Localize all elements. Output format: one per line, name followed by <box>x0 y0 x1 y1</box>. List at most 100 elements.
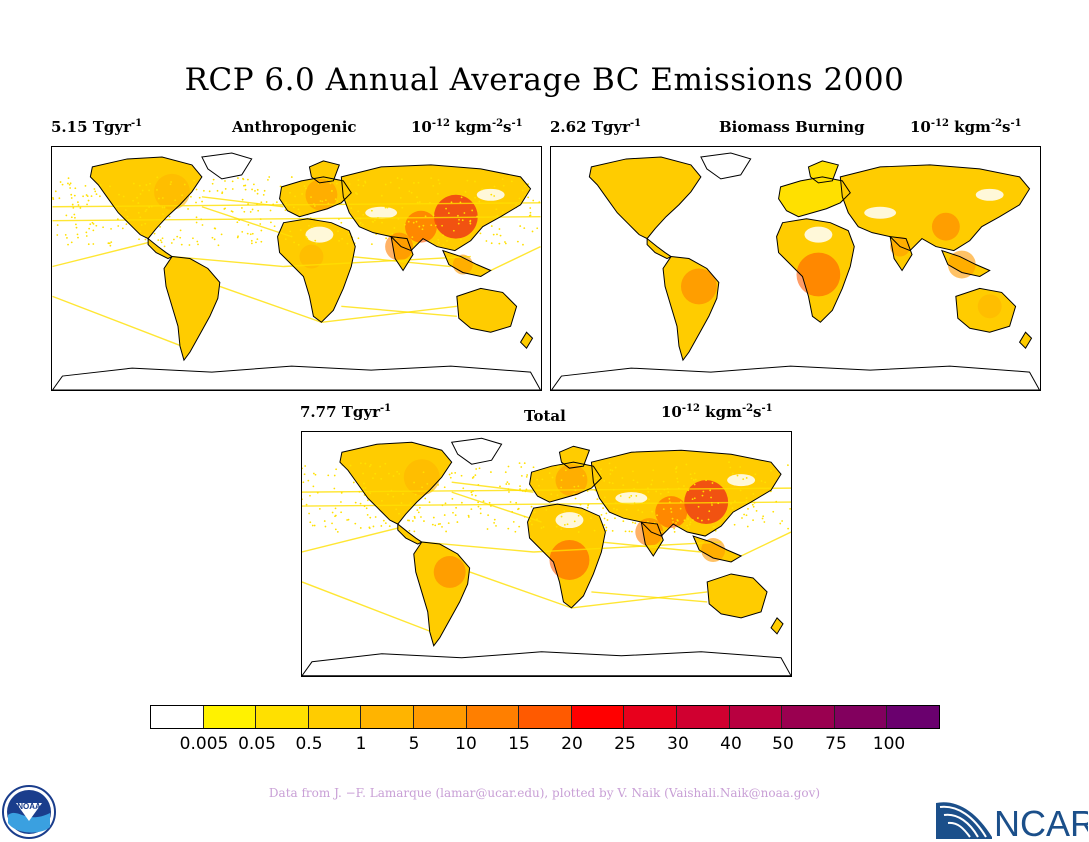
emission-region-asia <box>840 164 1030 251</box>
ocean-emission-dot <box>587 504 590 507</box>
coastline-camerica <box>147 237 174 260</box>
ocean-emission-dot <box>564 469 567 472</box>
ocean-emission-dot <box>441 224 443 227</box>
coastline-scandinavia <box>558 445 591 469</box>
ocean-emission-dot <box>340 511 343 514</box>
ocean-emission-dot <box>256 203 258 206</box>
coastline-australia <box>456 287 518 333</box>
ocean-emission-dot <box>250 242 253 245</box>
ocean-emission-dot <box>348 183 351 186</box>
ocean-emission-dot <box>495 208 498 211</box>
colorbar-box <box>519 706 572 728</box>
ocean-emission-dot <box>739 489 742 492</box>
ocean-emission-dot <box>736 474 739 477</box>
ocean-emission-dot <box>198 196 201 199</box>
ocean-emission-dot <box>340 221 343 224</box>
ocean-emission-dot <box>668 501 671 504</box>
ocean-emission-dot <box>357 210 360 213</box>
shipping-lane <box>601 541 702 553</box>
ocean-emission-dot <box>66 237 68 239</box>
ocean-emission-dot <box>574 497 577 500</box>
emission-region-africa <box>277 218 356 323</box>
shipping-lane <box>571 591 708 609</box>
ocean-emission-dot <box>396 470 399 473</box>
ocean-emission-dot <box>408 529 411 532</box>
ocean-emission-dot <box>689 523 691 526</box>
ocean-emission-dot <box>216 189 219 192</box>
ocean-emission-dot <box>74 187 77 190</box>
coastline-africa <box>776 218 855 323</box>
ocean-emission-dot <box>398 187 401 189</box>
ocean-emission-dot <box>69 187 72 189</box>
ocean-emission-dot <box>424 497 427 500</box>
ocean-emission-dot <box>452 511 454 514</box>
ocean-emission-dot <box>416 201 419 204</box>
ocean-emission-dot <box>108 242 111 245</box>
ocean-emission-dot <box>409 502 412 505</box>
ocean-emission-dot <box>753 501 756 504</box>
ocean-emission-dot <box>365 507 368 510</box>
coastline-africa <box>277 218 356 323</box>
ocean-emission-dot <box>236 221 239 224</box>
ocean-emission-dot <box>655 490 658 493</box>
ocean-emission-dot <box>256 192 259 195</box>
ocean-emission-dot <box>504 471 507 474</box>
ocean-emission-dot <box>187 208 189 210</box>
coastline-camerica <box>397 523 423 545</box>
shipping-lane <box>302 527 398 553</box>
ocean-emission-dot <box>139 230 142 233</box>
ocean-emission-dot <box>471 493 473 496</box>
ocean-emission-dot <box>370 243 373 245</box>
ocean-emission-dot <box>557 465 560 468</box>
ocean-emission-dot <box>388 472 390 475</box>
ocean-emission-dot <box>622 484 625 487</box>
colorbar <box>150 705 940 729</box>
ocean-emission-dot <box>482 500 485 503</box>
ocean-emission-dot <box>99 195 101 198</box>
ocean-emission-dot <box>421 486 423 489</box>
ocean-emission-dot <box>327 202 330 205</box>
ocean-emission-dot <box>420 516 422 518</box>
ocean-emission-dot <box>434 224 437 227</box>
coastline-samerica <box>662 256 720 362</box>
ocean-emission-dot <box>689 473 692 476</box>
ocean-emission-dot <box>651 479 654 482</box>
ocean-emission-dot <box>447 212 450 215</box>
colorbar-tick-label: 1 <box>355 734 367 754</box>
ocean-emission-dot <box>460 238 462 241</box>
ocean-emission-dot <box>498 242 501 245</box>
ocean-emission-dot <box>52 196 54 199</box>
ocean-emission-dot <box>675 466 678 468</box>
ocean-emission-dot <box>437 239 440 241</box>
ocean-emission-dot <box>305 503 308 506</box>
low-emission-area <box>804 226 833 243</box>
ocean-emission-dot <box>666 487 669 490</box>
total-units: 10-12 kgm-2s-1 <box>661 403 773 421</box>
ocean-emission-dot <box>153 232 156 235</box>
ncar-logo-icon: NCAR <box>936 802 1088 839</box>
coastline-india <box>889 236 913 272</box>
ocean-emission-dot <box>330 190 333 193</box>
ocean-emission-dot <box>262 194 265 196</box>
ocean-emission-dot <box>58 197 61 200</box>
ocean-emission-dot <box>364 180 367 183</box>
ocean-emission-dot <box>495 524 497 527</box>
ocean-emission-dot <box>667 491 670 494</box>
ocean-emission-dot <box>250 239 253 242</box>
coastline-scandinavia <box>308 160 340 184</box>
ocean-emission-dot <box>603 496 606 499</box>
ocean-emission-dot <box>68 183 71 186</box>
ocean-emission-dot <box>268 176 271 178</box>
shipping-lane <box>52 216 541 222</box>
ocean-emission-dot <box>362 472 364 475</box>
ocean-emission-dot <box>87 199 90 202</box>
ocean-emission-dot <box>631 530 633 533</box>
emission-hotspot <box>549 540 590 580</box>
ocean-emission-dot <box>298 212 301 214</box>
ocean-emission-dot <box>75 226 78 229</box>
svg-text:NCAR: NCAR <box>994 803 1088 839</box>
colorbar-box <box>834 706 888 728</box>
ocean-emission-dot <box>251 232 254 235</box>
coastline-asia <box>590 449 782 537</box>
ocean-emission-dot <box>637 509 640 511</box>
